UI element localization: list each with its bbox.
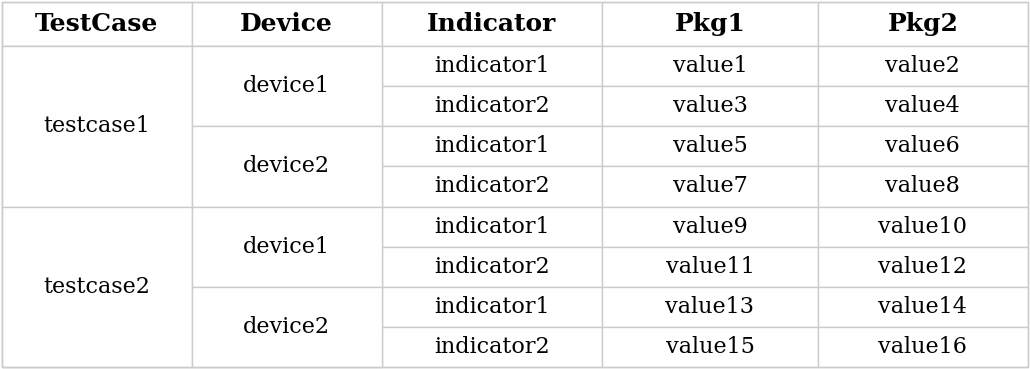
Text: testcase1: testcase1 bbox=[43, 115, 150, 137]
Text: device1: device1 bbox=[243, 236, 331, 258]
Text: value3: value3 bbox=[673, 95, 748, 117]
Bar bbox=[818, 86, 1028, 126]
Text: value6: value6 bbox=[886, 135, 960, 157]
Bar bbox=[192, 207, 382, 246]
Text: device2: device2 bbox=[243, 155, 331, 177]
Text: TestCase: TestCase bbox=[35, 12, 159, 36]
Text: testcase2: testcase2 bbox=[43, 276, 150, 298]
Bar bbox=[2, 246, 192, 287]
Bar bbox=[192, 246, 382, 287]
Text: value1: value1 bbox=[673, 55, 748, 77]
Bar bbox=[603, 86, 818, 126]
Bar bbox=[192, 287, 382, 367]
Bar bbox=[192, 2, 382, 46]
Text: value2: value2 bbox=[886, 55, 960, 77]
Text: value7: value7 bbox=[673, 175, 748, 197]
Bar bbox=[2, 46, 192, 86]
Text: Pkg1: Pkg1 bbox=[675, 12, 746, 36]
Bar bbox=[382, 207, 603, 246]
Bar bbox=[382, 327, 603, 367]
Text: indicator2: indicator2 bbox=[434, 256, 550, 278]
Bar bbox=[382, 166, 603, 207]
Bar bbox=[382, 46, 603, 86]
Text: value11: value11 bbox=[665, 256, 754, 278]
Bar bbox=[192, 126, 382, 166]
Bar bbox=[192, 207, 382, 287]
Text: indicator1: indicator1 bbox=[434, 215, 550, 238]
Bar bbox=[603, 207, 818, 246]
Text: value13: value13 bbox=[665, 296, 754, 318]
Bar bbox=[382, 246, 603, 287]
Text: value4: value4 bbox=[886, 95, 960, 117]
Bar bbox=[2, 46, 192, 207]
Bar bbox=[603, 126, 818, 166]
Text: Pkg2: Pkg2 bbox=[888, 12, 958, 36]
Bar bbox=[382, 126, 603, 166]
Bar bbox=[2, 126, 192, 166]
Bar bbox=[818, 327, 1028, 367]
Text: value14: value14 bbox=[879, 296, 967, 318]
Bar bbox=[2, 327, 192, 367]
Bar bbox=[818, 287, 1028, 327]
Text: indicator1: indicator1 bbox=[434, 296, 550, 318]
Bar bbox=[192, 126, 382, 207]
Bar bbox=[603, 166, 818, 207]
Bar bbox=[192, 166, 382, 207]
Bar bbox=[603, 2, 818, 46]
Bar bbox=[818, 2, 1028, 46]
Bar bbox=[818, 246, 1028, 287]
Bar bbox=[2, 2, 192, 46]
Bar bbox=[603, 287, 818, 327]
Bar bbox=[603, 46, 818, 86]
Text: value9: value9 bbox=[673, 215, 748, 238]
Text: indicator2: indicator2 bbox=[434, 175, 550, 197]
Text: indicator1: indicator1 bbox=[434, 55, 550, 77]
Bar bbox=[603, 327, 818, 367]
Bar bbox=[2, 166, 192, 207]
Text: device1: device1 bbox=[243, 75, 331, 97]
Text: device2: device2 bbox=[243, 316, 331, 338]
Bar bbox=[2, 86, 192, 126]
Bar bbox=[192, 287, 382, 327]
Text: Device: Device bbox=[240, 12, 333, 36]
Text: indicator2: indicator2 bbox=[434, 336, 550, 358]
Text: Indicator: Indicator bbox=[427, 12, 556, 36]
Text: value15: value15 bbox=[665, 336, 754, 358]
Bar bbox=[818, 46, 1028, 86]
Bar bbox=[192, 327, 382, 367]
Bar bbox=[382, 287, 603, 327]
Bar bbox=[382, 86, 603, 126]
Text: value8: value8 bbox=[886, 175, 960, 197]
Bar bbox=[818, 207, 1028, 246]
Bar bbox=[192, 86, 382, 126]
Text: value5: value5 bbox=[673, 135, 748, 157]
Text: value12: value12 bbox=[879, 256, 967, 278]
Bar bbox=[818, 126, 1028, 166]
Bar bbox=[192, 46, 382, 126]
Bar bbox=[2, 287, 192, 327]
Text: indicator2: indicator2 bbox=[434, 95, 550, 117]
Bar bbox=[818, 166, 1028, 207]
Bar bbox=[382, 2, 603, 46]
Text: value10: value10 bbox=[879, 215, 967, 238]
Bar bbox=[192, 46, 382, 86]
Bar bbox=[2, 207, 192, 367]
Bar bbox=[2, 207, 192, 246]
Text: value16: value16 bbox=[879, 336, 967, 358]
Text: indicator1: indicator1 bbox=[434, 135, 550, 157]
Bar bbox=[603, 246, 818, 287]
